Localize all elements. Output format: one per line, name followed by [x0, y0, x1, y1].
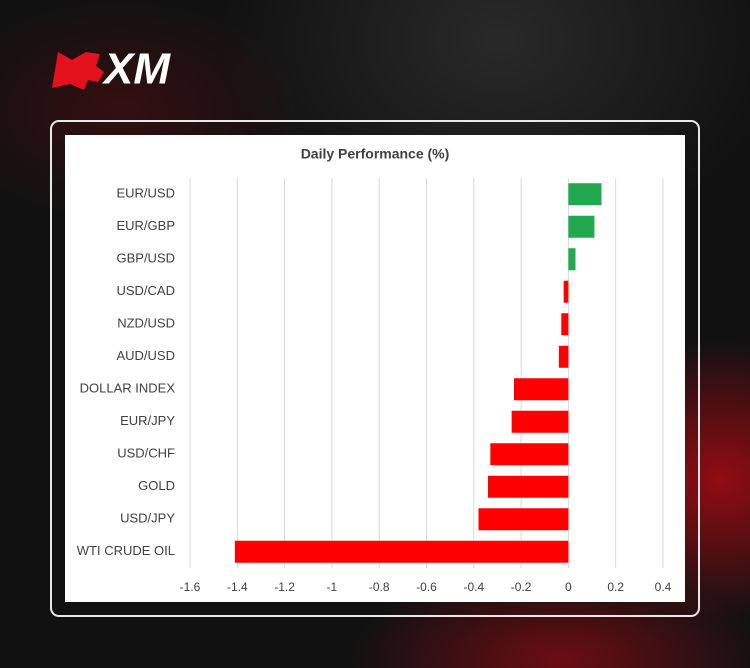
bar — [478, 508, 569, 531]
bar — [561, 313, 569, 336]
bar — [568, 183, 602, 206]
plot: -1.6 -1.4 -1.2 -1 -0.8 -0.6 -0.4 -0.2 0 0.2 0.4 EUR… — [77, 178, 672, 594]
y-tick-label: GOLD — [138, 478, 175, 493]
logo-text: XM — [101, 45, 171, 94]
y-tick-label: EUR/USD — [116, 186, 175, 201]
y-tick-label: WTI CRUDE OIL — [77, 543, 175, 558]
bar — [568, 215, 595, 238]
bar — [511, 410, 569, 433]
chart-title: Daily Performance (%) — [301, 146, 450, 162]
y-tick-label: USD/CHF — [117, 446, 175, 461]
x-tick-label: -1 — [327, 580, 338, 594]
x-tick-label: 0.4 — [655, 580, 672, 594]
x-tick-label: -1.4 — [227, 580, 248, 594]
bar — [558, 345, 569, 368]
y-tick-label: NZD/USD — [117, 316, 175, 331]
y-tick-label: EUR/GBP — [116, 218, 175, 233]
frame — [50, 120, 700, 617]
y-tick-label: USD/JPY — [120, 511, 175, 526]
x-tick-label: 0 — [565, 580, 572, 594]
y-tick-label: GBP/USD — [116, 251, 175, 266]
bar — [234, 540, 569, 563]
chart-panel — [65, 135, 685, 602]
x-tick-label: -0.4 — [463, 580, 484, 594]
x-tick-label: -1.6 — [180, 580, 201, 594]
x-tick-label: -0.6 — [416, 580, 437, 594]
y-tick-label: DOLLAR INDEX — [80, 381, 176, 396]
x-tick-label: -0.2 — [511, 580, 532, 594]
bar — [487, 475, 569, 498]
logo: XM — [52, 45, 171, 94]
y-tick-label: AUD/USD — [116, 348, 175, 363]
y-tick-label: EUR/JPY — [120, 413, 175, 428]
bar — [563, 280, 569, 303]
y-tick-label: USD/CAD — [116, 283, 175, 298]
x-tick-label: -1.2 — [274, 580, 295, 594]
x-tick-label: -0.8 — [369, 580, 390, 594]
x-tick-label: 0.2 — [607, 580, 624, 594]
bar — [490, 443, 569, 466]
logo-icon — [52, 52, 104, 90]
bar — [514, 378, 569, 401]
bar — [568, 248, 576, 271]
